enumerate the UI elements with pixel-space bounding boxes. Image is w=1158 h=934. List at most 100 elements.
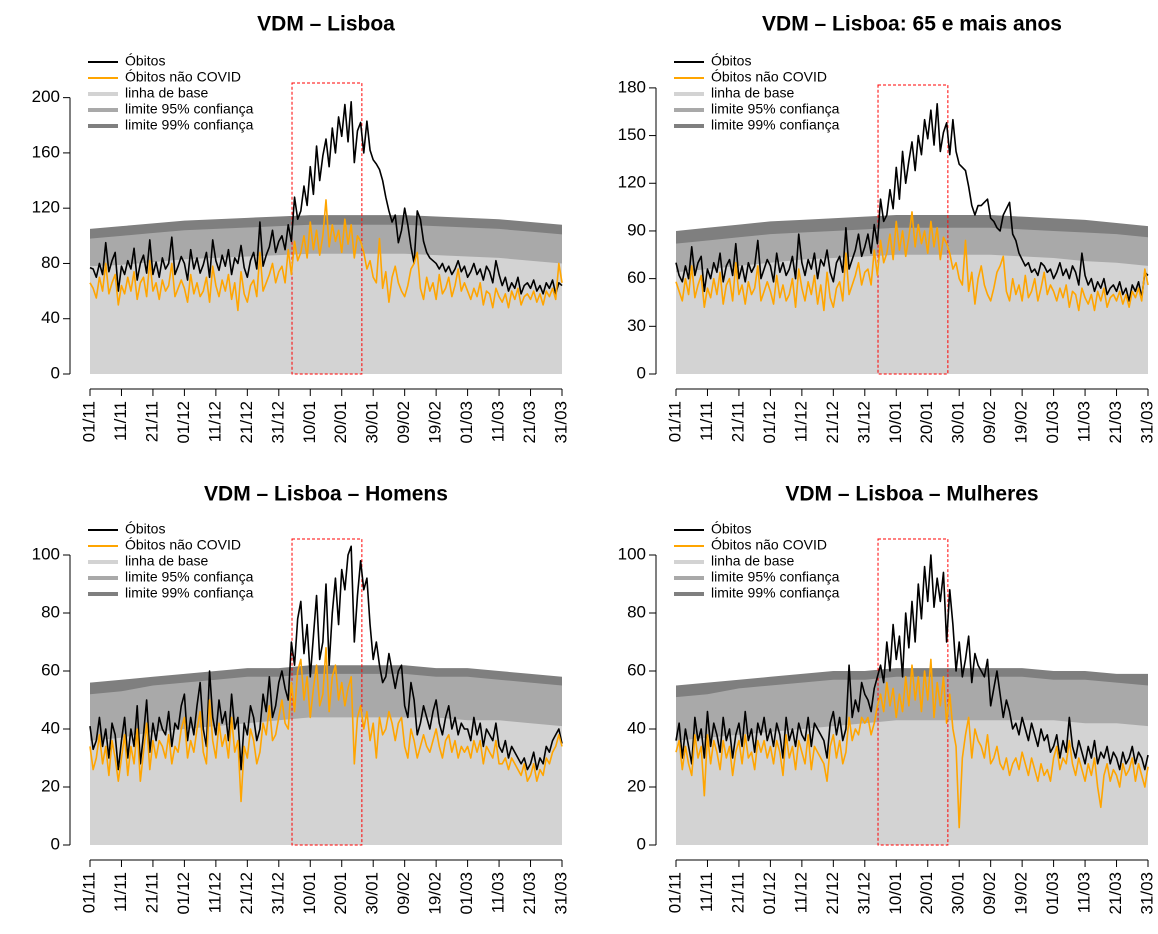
- y-tick-label: 40: [627, 718, 646, 737]
- x-tick-label: 10/01: [300, 872, 319, 915]
- legend-label: limite 95% confiança: [711, 569, 840, 585]
- legend-label: linha de base: [125, 553, 209, 569]
- x-tick-label: 21/11: [142, 401, 161, 442]
- chart-title: VDM – Lisboa: 65 e mais anos: [762, 13, 1062, 36]
- x-tick-label: 11/11: [111, 401, 130, 441]
- series-line: [675, 211, 1149, 312]
- x-tick-label: 21/11: [142, 872, 161, 913]
- x-tick-label: 11/12: [791, 872, 810, 913]
- series-line: [89, 647, 563, 803]
- x-tick-label: 31/03: [1137, 401, 1156, 444]
- x-tick-label: 21/03: [520, 401, 539, 444]
- y-tick-label: 80: [627, 602, 646, 621]
- y-tick-label: 60: [41, 660, 60, 679]
- y-tick-label: 200: [32, 87, 60, 106]
- y-tick-label: 80: [41, 602, 60, 621]
- x-tick-label: 19/02: [1012, 872, 1031, 915]
- y-tick-label: 100: [618, 544, 646, 563]
- x-tick-label: 30/01: [363, 401, 382, 444]
- y-tick-label: 0: [51, 834, 60, 853]
- legend-label: linha de base: [125, 85, 209, 101]
- x-tick-label: 31/03: [551, 401, 570, 444]
- y-tick-label: 100: [32, 544, 60, 563]
- x-tick-label: 01/11: [665, 872, 684, 913]
- series-line: [89, 100, 563, 295]
- x-tick-label: 30/01: [949, 401, 968, 444]
- x-tick-label: 01/11: [79, 872, 98, 913]
- x-tick-label: 01/03: [1043, 401, 1062, 444]
- x-tick-label: 21/12: [823, 401, 842, 444]
- y-tick-label: 0: [637, 834, 646, 853]
- highlight-box: [291, 538, 363, 846]
- x-tick-label: 01/03: [1043, 872, 1062, 915]
- x-tick-label: 11/12: [205, 401, 224, 442]
- x-tick-label: 11/03: [1075, 872, 1094, 913]
- x-tick-label: 31/12: [268, 401, 287, 444]
- x-tick-label: 11/03: [1075, 401, 1094, 442]
- x-tick-label: 10/01: [300, 401, 319, 444]
- x-tick-label: 01/03: [457, 401, 476, 444]
- legend-label: Óbitos: [711, 521, 751, 537]
- x-tick-label: 21/12: [237, 401, 256, 444]
- legend-label: Óbitos: [125, 53, 165, 69]
- x-tick-label: 01/03: [457, 872, 476, 915]
- x-tick-label: 09/02: [394, 401, 413, 444]
- y-tick-label: 60: [627, 660, 646, 679]
- y-tick-label: 90: [627, 220, 646, 239]
- x-tick-label: 20/01: [331, 872, 350, 915]
- x-tick-label: 21/12: [823, 872, 842, 915]
- x-tick-label: 01/12: [174, 401, 193, 444]
- legend-label: limite 95% confiança: [711, 101, 840, 117]
- legend-label: limite 99% confiança: [125, 117, 254, 133]
- x-tick-label: 11/03: [489, 401, 508, 442]
- legend-label: Óbitos não COVID: [125, 69, 241, 85]
- legend-label: limite 95% confiança: [125, 569, 254, 585]
- x-tick-label: 21/11: [728, 872, 747, 913]
- y-tick-label: 150: [618, 125, 646, 144]
- series-line: [89, 545, 563, 771]
- x-tick-label: 21/03: [520, 872, 539, 915]
- legend-label: limite 99% confiança: [711, 585, 840, 601]
- x-tick-label: 31/12: [268, 872, 287, 915]
- legend-label: Óbitos não COVID: [711, 537, 827, 553]
- legend-label: limite 95% confiança: [125, 101, 254, 117]
- chart-title: VDM – Lisboa – Homens: [204, 483, 448, 506]
- y-tick-label: 120: [618, 173, 646, 192]
- x-tick-label: 11/11: [697, 401, 716, 441]
- x-tick-label: 31/03: [1137, 872, 1156, 915]
- legend-label: limite 99% confiança: [125, 585, 254, 601]
- legend-label: limite 99% confiança: [711, 117, 840, 133]
- x-tick-label: 30/01: [363, 872, 382, 915]
- y-tick-label: 0: [51, 363, 60, 382]
- y-tick-label: 60: [627, 268, 646, 287]
- x-tick-label: 20/01: [331, 401, 350, 444]
- band-area: [676, 720, 1148, 845]
- x-tick-label: 20/01: [917, 401, 936, 444]
- x-tick-label: 31/12: [854, 401, 873, 444]
- x-tick-label: 21/03: [1106, 872, 1125, 915]
- y-tick-label: 40: [41, 718, 60, 737]
- legend-label: Óbitos: [711, 53, 751, 69]
- x-tick-label: 09/02: [980, 401, 999, 444]
- x-tick-label: 30/01: [949, 872, 968, 915]
- x-tick-label: 01/12: [760, 401, 779, 444]
- y-tick-label: 30: [627, 316, 646, 335]
- x-tick-label: 01/11: [79, 401, 98, 442]
- x-tick-label: 10/01: [886, 401, 905, 444]
- y-tick-label: 20: [41, 776, 60, 795]
- y-tick-label: 120: [32, 198, 60, 217]
- legend-label: Óbitos não COVID: [711, 69, 827, 85]
- chart-title: VDM – Lisboa – Mulheres: [785, 483, 1038, 506]
- x-tick-label: 19/02: [426, 401, 445, 444]
- x-tick-label: 11/12: [205, 872, 224, 913]
- x-tick-label: 09/02: [394, 872, 413, 915]
- series-line: [675, 102, 1149, 302]
- chart-title: VDM – Lisboa: [257, 13, 395, 36]
- x-tick-label: 19/02: [1012, 401, 1031, 444]
- x-tick-label: 11/11: [111, 872, 130, 912]
- x-tick-label: 11/12: [791, 401, 810, 442]
- series-line: [89, 199, 563, 312]
- x-tick-label: 09/02: [980, 872, 999, 915]
- legend-label: Óbitos: [125, 521, 165, 537]
